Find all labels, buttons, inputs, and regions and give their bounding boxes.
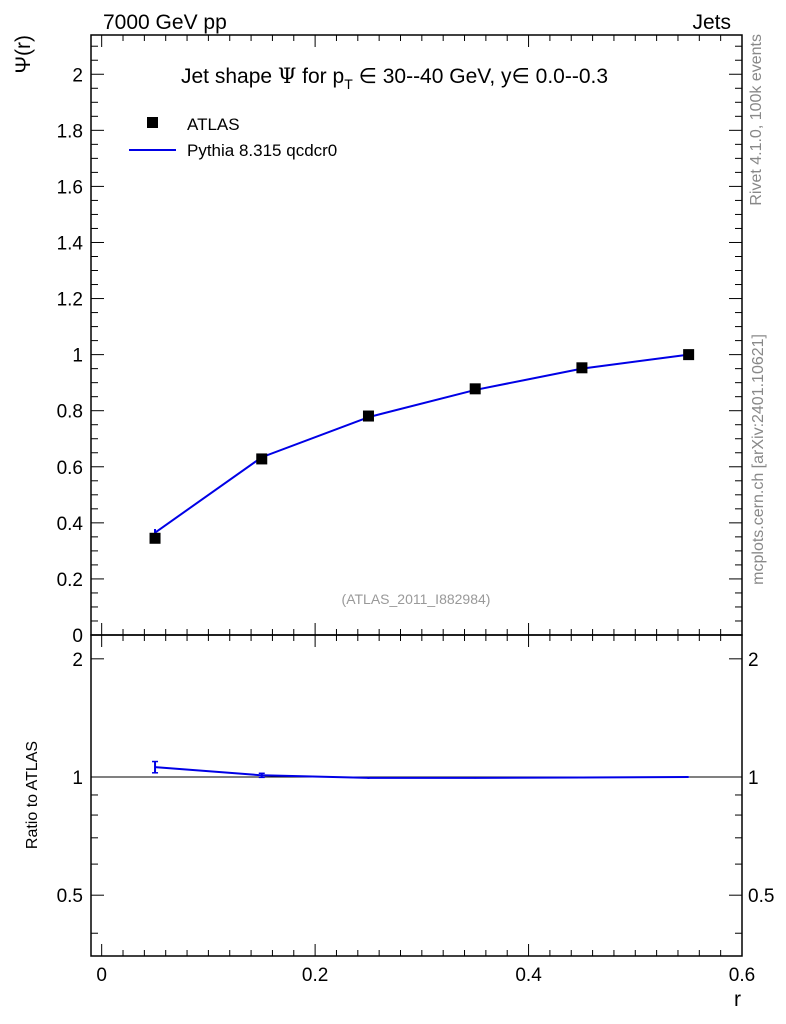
main-y-tick-label: 1 <box>72 346 83 367</box>
title-prefix: Jet shape <box>181 65 278 88</box>
rivet-label: Rivet 4.1.0, 100k events <box>748 34 765 206</box>
atlas-data-point <box>469 383 481 395</box>
ratio-plot-frame <box>90 634 743 957</box>
atlas-data-point <box>362 410 374 422</box>
title-sub: T <box>344 76 353 92</box>
ratio-plot-panel: 0.5 0.5 1 1 2 2 0 0.2 0.4 0.6 Ratio to ATLAS r <box>24 634 774 1011</box>
ratio-y-tick-label: 1 <box>72 768 83 789</box>
main-y-tick-label: 0.2 <box>57 570 83 591</box>
legend-label-pythia: Pythia 8.315 qcdcr0 <box>187 141 337 160</box>
x-tick-label: 0 <box>96 965 107 986</box>
pythia-line <box>154 353 689 534</box>
analysis-watermark: (ATLAS_2011_I882984) <box>342 591 491 607</box>
title-range: ∈ 30--40 GeV, y <box>353 65 512 88</box>
ratio-y-tick-label-right: 0.5 <box>748 886 774 907</box>
main-y-tick-label: 1.6 <box>57 177 83 198</box>
atlas-data-point <box>576 362 588 374</box>
atlas-data-point <box>683 349 695 361</box>
ratio-y-tick-label-right: 2 <box>748 650 759 671</box>
main-y-axis-label: Ψ(r) <box>12 35 35 74</box>
x-tick-label: 0.4 <box>515 965 542 986</box>
atlas-data-point <box>256 453 268 465</box>
x-tick-label: 0.6 <box>729 965 755 986</box>
title-mid: for p <box>296 65 344 88</box>
main-y-tick-label: 0.4 <box>57 514 84 535</box>
ratio-y-tick-label: 0.5 <box>57 886 83 907</box>
title-psi: Ψ <box>278 64 296 88</box>
atlas-data-point <box>149 532 161 544</box>
x-axis-label: r <box>734 988 741 1011</box>
mcplots-label: mcplots.cern.ch [arXiv:2401.10621] <box>750 334 767 585</box>
ratio-pythia-line <box>154 766 689 779</box>
energy-label: 7000 GeV pp <box>103 11 227 34</box>
main-y-tick-label: 0 <box>72 626 83 647</box>
main-y-tick-label: 0.6 <box>57 458 83 479</box>
chart-title: Jet shape Ψ for pT ∈ 30--40 GeV, y∈ 0.0-… <box>181 64 608 92</box>
x-tick-label: 0.2 <box>302 965 328 986</box>
main-y-tick-label: 1.4 <box>57 233 84 254</box>
jets-label: Jets <box>692 11 731 34</box>
legend-marker-atlas <box>147 117 158 128</box>
main-y-tick-label: 0.8 <box>57 402 83 423</box>
legend-label-atlas: ATLAS <box>187 115 240 134</box>
main-y-tick-label: 1.8 <box>57 121 83 142</box>
main-y-tick-label: 1.2 <box>57 290 83 311</box>
main-plot-panel: 0 0.2 0.4 0.6 0.8 1 1.2 1.4 1.6 1.8 2 Ψ(r) Jet sha… <box>12 34 743 647</box>
ratio-y-tick-label-right: 1 <box>748 768 759 789</box>
main-y-tick-label: 2 <box>72 65 83 86</box>
ratio-y-axis-label: Ratio to ATLAS <box>24 741 41 849</box>
ratio-y-tick-label: 2 <box>72 650 83 671</box>
title-yrange: ∈ 0.0--0.3 <box>512 65 609 88</box>
